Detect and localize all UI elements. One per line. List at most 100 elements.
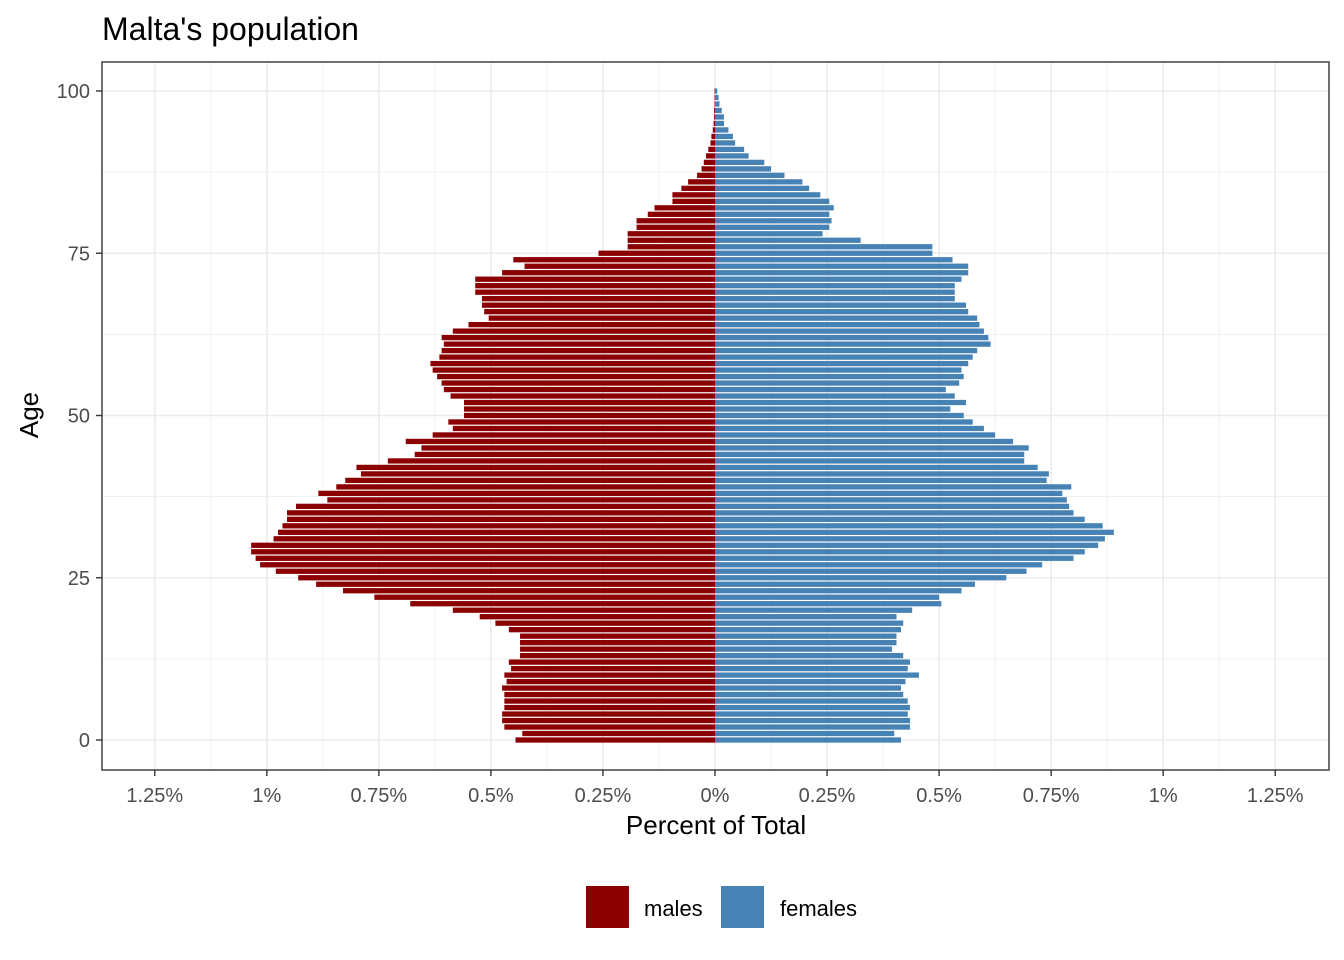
bar-males-age-97: [714, 107, 715, 114]
x-tick-label: 0.5%: [468, 785, 514, 807]
bar-females-age-29: [715, 549, 1085, 555]
bar-males-age-43: [387, 458, 715, 464]
x-axis: 1.25% 1% 0.75% 0.5% 0.25% 0% 0.25% 0.5% 0.75% 1% 1…: [126, 770, 1304, 807]
bar-females-age-94: [715, 127, 729, 133]
legend-swatch-males: [586, 886, 629, 928]
bar-males-age-25: [298, 575, 715, 581]
bar-females-age-84: [715, 192, 821, 198]
bar-females-age-27: [715, 562, 1043, 568]
bar-males-age-89: [703, 159, 715, 166]
x-tick-label: 1%: [252, 785, 281, 807]
y-tick-label: 0: [79, 730, 90, 752]
bar-males-age-61: [443, 341, 715, 347]
bar-females-age-76: [715, 244, 933, 250]
bar-males-age-77: [627, 237, 715, 243]
bar-females-age-93: [715, 133, 733, 140]
bar-females-age-100: [715, 88, 718, 94]
bar-females-age-83: [715, 198, 830, 204]
bar-males-age-7: [504, 691, 715, 698]
bar-females-age-10: [715, 672, 919, 678]
x-axis-title: Percent of Total: [626, 810, 806, 840]
x-tick-label: 0.25%: [799, 785, 856, 807]
legend: males females: [586, 886, 857, 928]
bar-males-age-11: [511, 665, 715, 672]
bar-males-age-23: [343, 588, 715, 594]
bar-males-age-73: [524, 263, 715, 269]
y-tick-label: 75: [68, 243, 90, 265]
bar-males-age-80: [636, 218, 715, 224]
bar-females-age-38: [715, 490, 1063, 497]
bar-females-age-95: [715, 120, 724, 127]
bar-males-age-41: [360, 471, 715, 477]
bar-females-age-39: [715, 484, 1072, 490]
bar-females-age-79: [715, 224, 830, 230]
bar-females-age-6: [715, 698, 908, 704]
bar-females-age-61: [715, 341, 991, 347]
bar-males-age-79: [636, 224, 715, 230]
bar-males-age-84: [672, 192, 715, 198]
bar-males-age-64: [468, 321, 715, 328]
bar-females-age-77: [715, 237, 861, 243]
bar-males-age-49: [448, 419, 715, 425]
bar-males-age-33: [282, 523, 715, 529]
bar-females-age-4: [715, 711, 908, 717]
bar-females-age-78: [715, 231, 823, 237]
bar-males-age-76: [627, 244, 715, 250]
bar-males-age-3: [502, 717, 715, 724]
bar-females-age-50: [715, 412, 964, 419]
bar-females-age-99: [715, 94, 719, 101]
bar-males-age-45: [421, 445, 715, 451]
bar-males-age-28: [255, 555, 716, 561]
bar-females-age-49: [715, 419, 973, 425]
bar-females-age-14: [715, 646, 893, 652]
bar-females-age-86: [715, 179, 803, 185]
bar-females-age-74: [715, 257, 953, 263]
bar-males-age-90: [706, 153, 715, 159]
bar-females-age-43: [715, 458, 1025, 464]
bar-males-age-94: [712, 127, 715, 133]
legend-label-females: females: [780, 896, 857, 921]
bar-males-age-27: [260, 562, 715, 568]
bar-males-age-87: [697, 172, 715, 179]
bar-males-age-37: [327, 497, 715, 503]
bar-males-age-75: [598, 250, 715, 256]
bar-males-age-69: [475, 289, 715, 295]
bar-females-age-85: [715, 185, 810, 191]
bar-females-age-21: [715, 601, 942, 607]
bar-females-age-8: [715, 685, 901, 691]
bar-females-age-72: [715, 270, 969, 276]
bar-females-age-3: [715, 717, 910, 724]
bar-females-age-30: [715, 542, 1099, 548]
x-tick-label: 0.75%: [1023, 785, 1080, 807]
bar-females-age-69: [715, 289, 955, 295]
bar-males-age-32: [278, 529, 715, 535]
bar-females-age-7: [715, 691, 904, 698]
bar-females-age-54: [715, 386, 946, 393]
bar-females-age-47: [715, 432, 996, 438]
bar-females-age-96: [715, 114, 724, 120]
bar-females-age-92: [715, 140, 736, 146]
bar-females-age-1: [715, 730, 895, 737]
bar-females-age-42: [715, 464, 1038, 471]
bar-females-age-40: [715, 477, 1047, 484]
bar-females-age-64: [715, 321, 980, 328]
bar-males-age-74: [513, 257, 715, 263]
bar-males-age-40: [345, 477, 715, 484]
x-tick-label: 0.75%: [351, 785, 408, 807]
bar-males-age-53: [450, 393, 715, 399]
bar-males-age-81: [647, 211, 715, 217]
bar-males-age-19: [479, 614, 715, 620]
bar-females-age-59: [715, 354, 973, 360]
x-tick-label: 1%: [1149, 785, 1178, 807]
bar-females-age-41: [715, 471, 1049, 477]
bar-females-age-80: [715, 218, 832, 224]
bar-males-age-60: [441, 347, 715, 354]
bar-females-age-9: [715, 678, 906, 685]
bar-males-age-22: [374, 594, 715, 600]
bar-males-age-15: [520, 640, 715, 646]
bar-females-age-98: [715, 101, 720, 107]
bar-females-age-18: [715, 620, 904, 626]
bar-males-age-85: [681, 185, 715, 191]
bar-males-age-44: [414, 451, 715, 458]
bar-males-age-59: [439, 354, 715, 360]
